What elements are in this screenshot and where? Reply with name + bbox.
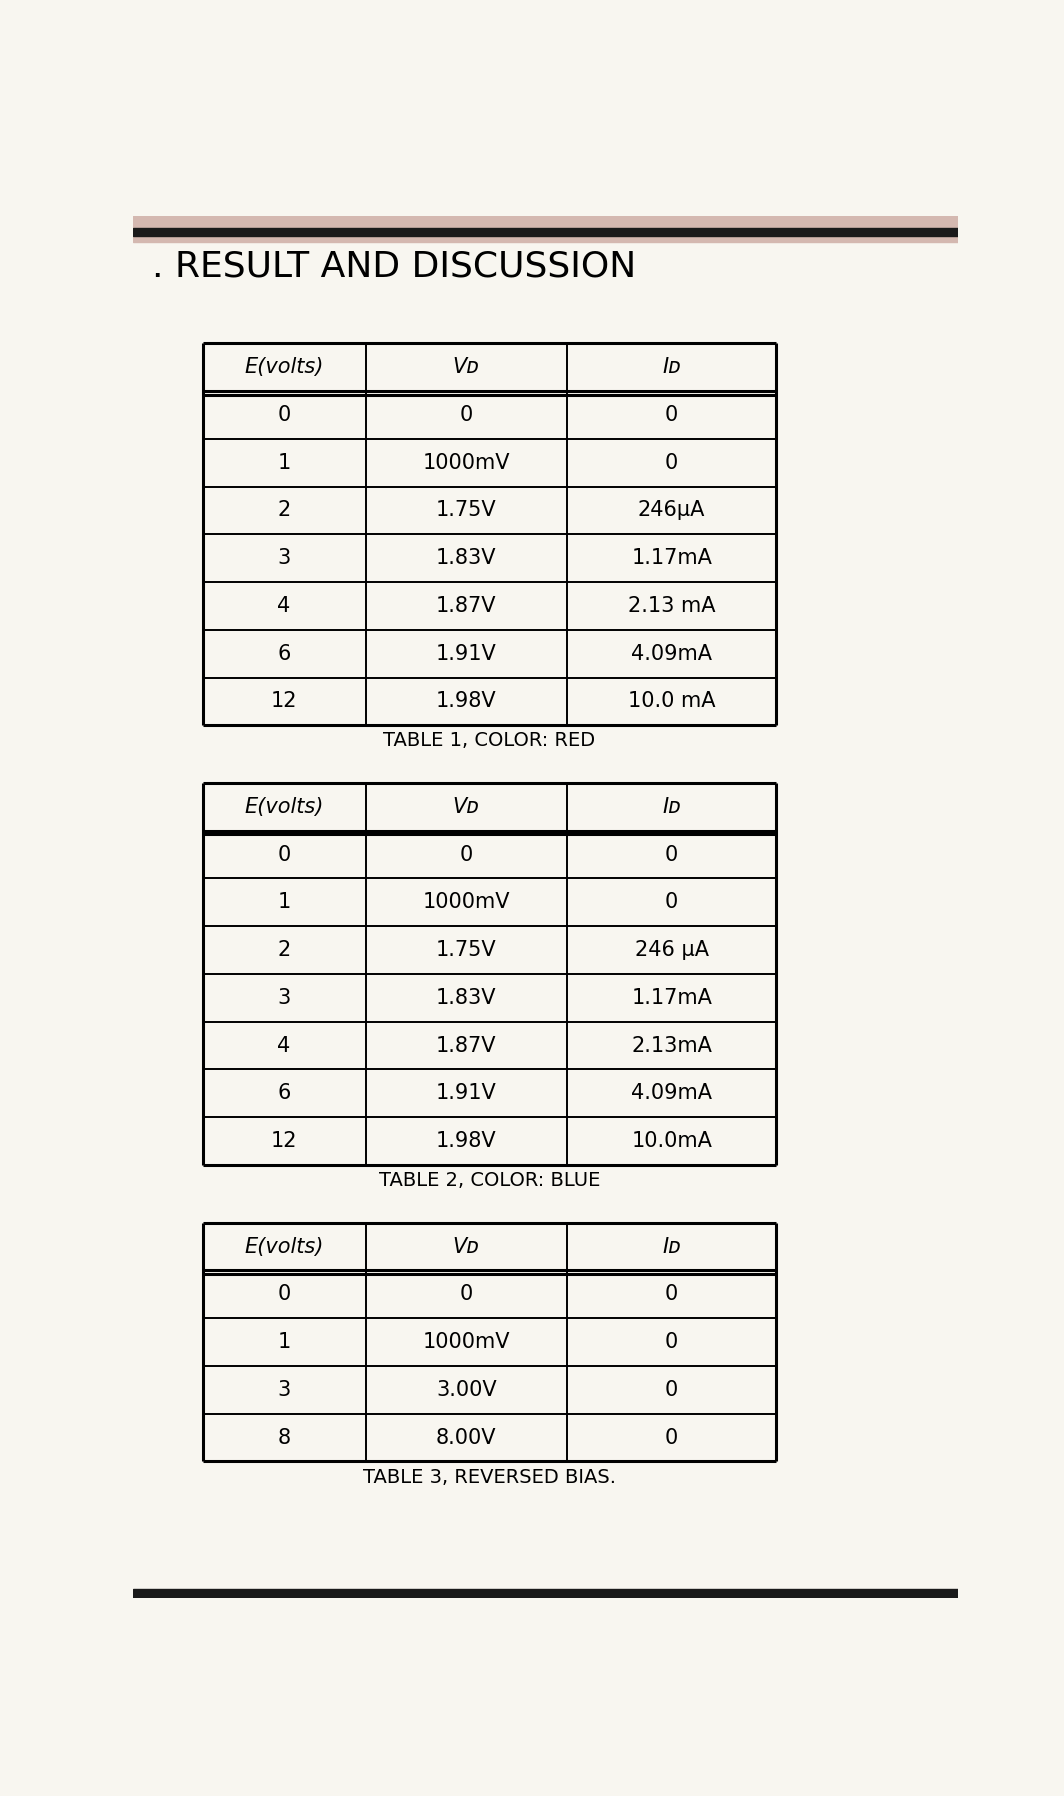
Text: 0: 0 [665, 893, 678, 912]
Text: 2.13mA: 2.13mA [631, 1036, 712, 1056]
Text: 2.13 mA: 2.13 mA [628, 596, 715, 616]
Text: 0: 0 [665, 1379, 678, 1399]
Text: 1.91V: 1.91V [436, 1083, 497, 1103]
Text: 2: 2 [278, 501, 290, 521]
Text: E(volts): E(volts) [245, 1237, 323, 1257]
Text: 1000mV: 1000mV [422, 893, 510, 912]
Text: 0: 0 [278, 844, 290, 864]
Text: 8: 8 [278, 1428, 290, 1448]
Text: 3: 3 [278, 1379, 290, 1399]
Text: 0: 0 [665, 1333, 678, 1352]
Bar [133, 228, 958, 235]
Text: TABLE 3, REVERSED BIAS.: TABLE 3, REVERSED BIAS. [363, 1467, 616, 1487]
Text: Vᴅ: Vᴅ [453, 797, 480, 817]
Text: Iᴅ: Iᴅ [662, 357, 681, 377]
Text: 6: 6 [278, 643, 290, 665]
Text: Iᴅ: Iᴅ [662, 797, 681, 817]
Text: 4.09mA: 4.09mA [631, 1083, 712, 1103]
Text: 246μA: 246μA [638, 501, 705, 521]
Text: 246 μA: 246 μA [634, 939, 709, 961]
Text: 1.87V: 1.87V [436, 596, 497, 616]
Text: TABLE 1, COLOR: RED: TABLE 1, COLOR: RED [383, 731, 596, 751]
Text: 1000mV: 1000mV [422, 453, 510, 472]
Text: 0: 0 [460, 1284, 472, 1304]
Text: 1.17mA: 1.17mA [631, 548, 712, 568]
Text: 6: 6 [278, 1083, 290, 1103]
Text: 3.00V: 3.00V [436, 1379, 497, 1399]
Text: 1.75V: 1.75V [436, 939, 497, 961]
Text: 1: 1 [278, 1333, 290, 1352]
Text: 1.87V: 1.87V [436, 1036, 497, 1056]
Text: 0: 0 [460, 404, 472, 426]
Text: 1.83V: 1.83V [436, 548, 497, 568]
Text: 8.00V: 8.00V [436, 1428, 497, 1448]
Text: 1000mV: 1000mV [422, 1333, 510, 1352]
Text: Vᴅ: Vᴅ [453, 357, 480, 377]
Text: 10.0 mA: 10.0 mA [628, 691, 715, 711]
Text: Vᴅ: Vᴅ [453, 1237, 480, 1257]
Text: 0: 0 [665, 1284, 678, 1304]
Text: 0: 0 [665, 844, 678, 864]
Text: E(volts): E(volts) [245, 797, 323, 817]
Text: 10.0mA: 10.0mA [631, 1131, 712, 1151]
Text: 1.83V: 1.83V [436, 988, 497, 1008]
Text: 0: 0 [278, 404, 290, 426]
Text: E(volts): E(volts) [245, 357, 323, 377]
Text: 4: 4 [278, 1036, 290, 1056]
Bar [133, 216, 958, 242]
Bar [133, 1589, 958, 1598]
Text: TABLE 2, COLOR: BLUE: TABLE 2, COLOR: BLUE [379, 1171, 600, 1191]
Text: 12: 12 [271, 691, 297, 711]
Text: 1: 1 [278, 893, 290, 912]
Text: Iᴅ: Iᴅ [662, 1237, 681, 1257]
Text: 0: 0 [665, 453, 678, 472]
Text: 4: 4 [278, 596, 290, 616]
Text: 0: 0 [665, 1428, 678, 1448]
Text: 3: 3 [278, 548, 290, 568]
Text: 1.98V: 1.98V [436, 691, 497, 711]
Text: 1.17mA: 1.17mA [631, 988, 712, 1008]
Text: 0: 0 [460, 844, 472, 864]
Text: 3: 3 [278, 988, 290, 1008]
Text: . RESULT AND DISCUSSION: . RESULT AND DISCUSSION [152, 250, 636, 284]
Text: 1.75V: 1.75V [436, 501, 497, 521]
Text: 2: 2 [278, 939, 290, 961]
Text: 4.09mA: 4.09mA [631, 643, 712, 665]
Text: 1.98V: 1.98V [436, 1131, 497, 1151]
Text: 0: 0 [278, 1284, 290, 1304]
Text: 1: 1 [278, 453, 290, 472]
Text: 1.91V: 1.91V [436, 643, 497, 665]
Text: 12: 12 [271, 1131, 297, 1151]
Text: 0: 0 [665, 404, 678, 426]
